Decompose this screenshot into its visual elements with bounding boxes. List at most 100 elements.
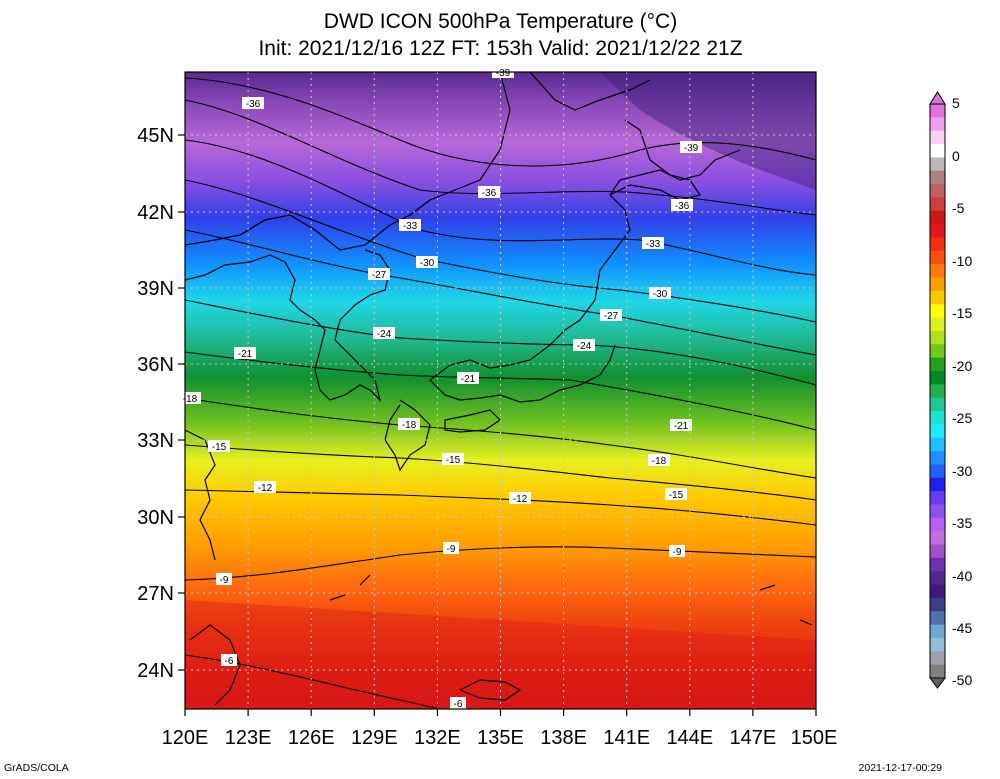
contour-label: -6 xyxy=(225,656,234,667)
contour-label-bg xyxy=(573,339,595,351)
lon-ticks xyxy=(184,709,817,716)
colorbar-swatch xyxy=(930,411,945,425)
contour-label-bg xyxy=(442,453,464,465)
colorbar-label: 0 xyxy=(952,148,960,164)
colorbar-swatch xyxy=(930,451,945,465)
chart-subtitle: Init: 2021/12/16 12Z FT: 153h Valid: 202… xyxy=(258,37,743,60)
contour-label: -18 xyxy=(652,456,667,467)
colorbar-swatch xyxy=(930,237,945,252)
contour-label: -21 xyxy=(674,421,689,432)
contour-label-bg xyxy=(478,186,500,198)
colorbar-lower-arrow xyxy=(929,677,946,689)
lat-ticks xyxy=(178,134,185,671)
contour-label-bg xyxy=(368,268,390,280)
contour-label-bg xyxy=(216,573,232,585)
lon-label: 120E xyxy=(162,727,209,749)
contour-label: -27 xyxy=(372,270,387,281)
contour-label-bg xyxy=(671,199,693,211)
contour-label-bg xyxy=(234,347,256,359)
contour-label-bg xyxy=(670,419,692,431)
contour-label: -36 xyxy=(482,188,497,199)
colorbar-swatch xyxy=(930,491,945,505)
colorbar-swatch xyxy=(930,170,945,185)
colorbar-label-group: 5 0 -5 -10 -15 -20 -25 -30 -35 -40 -45 -… xyxy=(952,95,972,688)
colorbar-swatch xyxy=(930,611,945,626)
colorbar-label: -5 xyxy=(952,200,965,216)
colorbar-swatch xyxy=(930,384,945,399)
lon-label: 144E xyxy=(666,727,713,749)
colorbar-swatch xyxy=(930,157,945,172)
lon-label: 129E xyxy=(351,727,398,749)
cold-pool-shading xyxy=(600,72,816,190)
contour-label-bg xyxy=(669,545,685,557)
colorbar-swatch xyxy=(930,104,945,118)
contour-label: -39 xyxy=(684,143,699,154)
contour-label-bg xyxy=(649,287,671,299)
colorbar-frame xyxy=(929,103,946,679)
contour-label: -15 xyxy=(212,442,227,453)
colorbar-swatch xyxy=(930,357,945,372)
colorbar-swatch xyxy=(930,144,945,158)
contour-label-bg xyxy=(665,488,687,500)
colorbar-swatch xyxy=(930,637,945,652)
colorbar-swatch xyxy=(930,117,945,132)
colorbar-swatch xyxy=(930,477,945,492)
contour-label-group: -39 -36 -39 -36 -36 -33 -33 -30 -27 -30 -27 -24 -24 -… xyxy=(179,66,702,710)
lon-label: 138E xyxy=(540,727,587,749)
lat-label: 36N xyxy=(137,354,174,376)
contour-label-bg xyxy=(242,97,264,109)
lat-label-group: 45N 42N 39N 36N 33N 30N 27N 24N xyxy=(137,125,174,682)
credit-text: GrADS/COLA xyxy=(4,762,69,774)
contour-label-bg xyxy=(648,454,670,466)
lon-label: 132E xyxy=(414,727,461,749)
contour-label: -33 xyxy=(403,221,418,232)
colorbar-label: -35 xyxy=(952,515,972,531)
contour-label: -36 xyxy=(675,201,690,212)
contour-label-bg xyxy=(398,418,420,430)
chart-title: DWD ICON 500hPa Temperature (°C) xyxy=(323,10,678,33)
contour-label-bg xyxy=(373,327,395,339)
contour-label-bg xyxy=(221,654,237,666)
colorbar-swatch xyxy=(930,370,945,385)
colorbar-swatch xyxy=(930,624,945,639)
colorbar-swatch xyxy=(930,584,945,599)
colorbar-swatch xyxy=(930,197,945,212)
lon-label: 126E xyxy=(288,727,335,749)
lon-label: 135E xyxy=(477,727,524,749)
contour-label: -24 xyxy=(577,341,592,352)
colorbar-swatch xyxy=(930,517,945,532)
contour-label: -9 xyxy=(673,547,682,558)
contour-label-bg xyxy=(443,542,459,554)
colorbar-swatch xyxy=(930,664,945,679)
contour-label-bg xyxy=(208,440,230,452)
colorbar-swatch xyxy=(930,344,945,359)
colorbar-swatch xyxy=(930,290,945,305)
colorbar-label: -40 xyxy=(952,568,972,584)
colorbar-swatch xyxy=(930,277,945,292)
contour-label-bg xyxy=(254,481,276,493)
colorbar-swatch xyxy=(930,597,945,612)
colorbar-swatch xyxy=(930,504,945,519)
contour-label-bg xyxy=(457,372,479,384)
graticule xyxy=(185,72,816,709)
lat-label: 27N xyxy=(137,583,174,605)
colorbar-swatch xyxy=(930,531,945,546)
contour-label: -15 xyxy=(669,490,684,501)
contour-label: -18 xyxy=(402,420,417,431)
contour-label: -18 xyxy=(183,394,198,405)
colorbar-swatch xyxy=(930,544,945,559)
colorbar-swatch xyxy=(930,130,945,145)
colorbar-swatch xyxy=(930,651,945,666)
contour-label-bg xyxy=(509,492,531,504)
colorbar-label: -30 xyxy=(952,463,972,479)
contour-label-bg xyxy=(450,697,466,709)
timestamp-text: 2021-12-17-00:29 xyxy=(858,762,942,774)
lat-label: 45N xyxy=(137,125,174,147)
contour-label-bg xyxy=(399,219,421,231)
contour-label: -12 xyxy=(513,494,528,505)
colorbar-label: 5 xyxy=(952,95,960,111)
lat-label: 42N xyxy=(137,202,174,224)
contour-label: -30 xyxy=(653,289,668,300)
colorbar-swatch xyxy=(930,397,945,412)
